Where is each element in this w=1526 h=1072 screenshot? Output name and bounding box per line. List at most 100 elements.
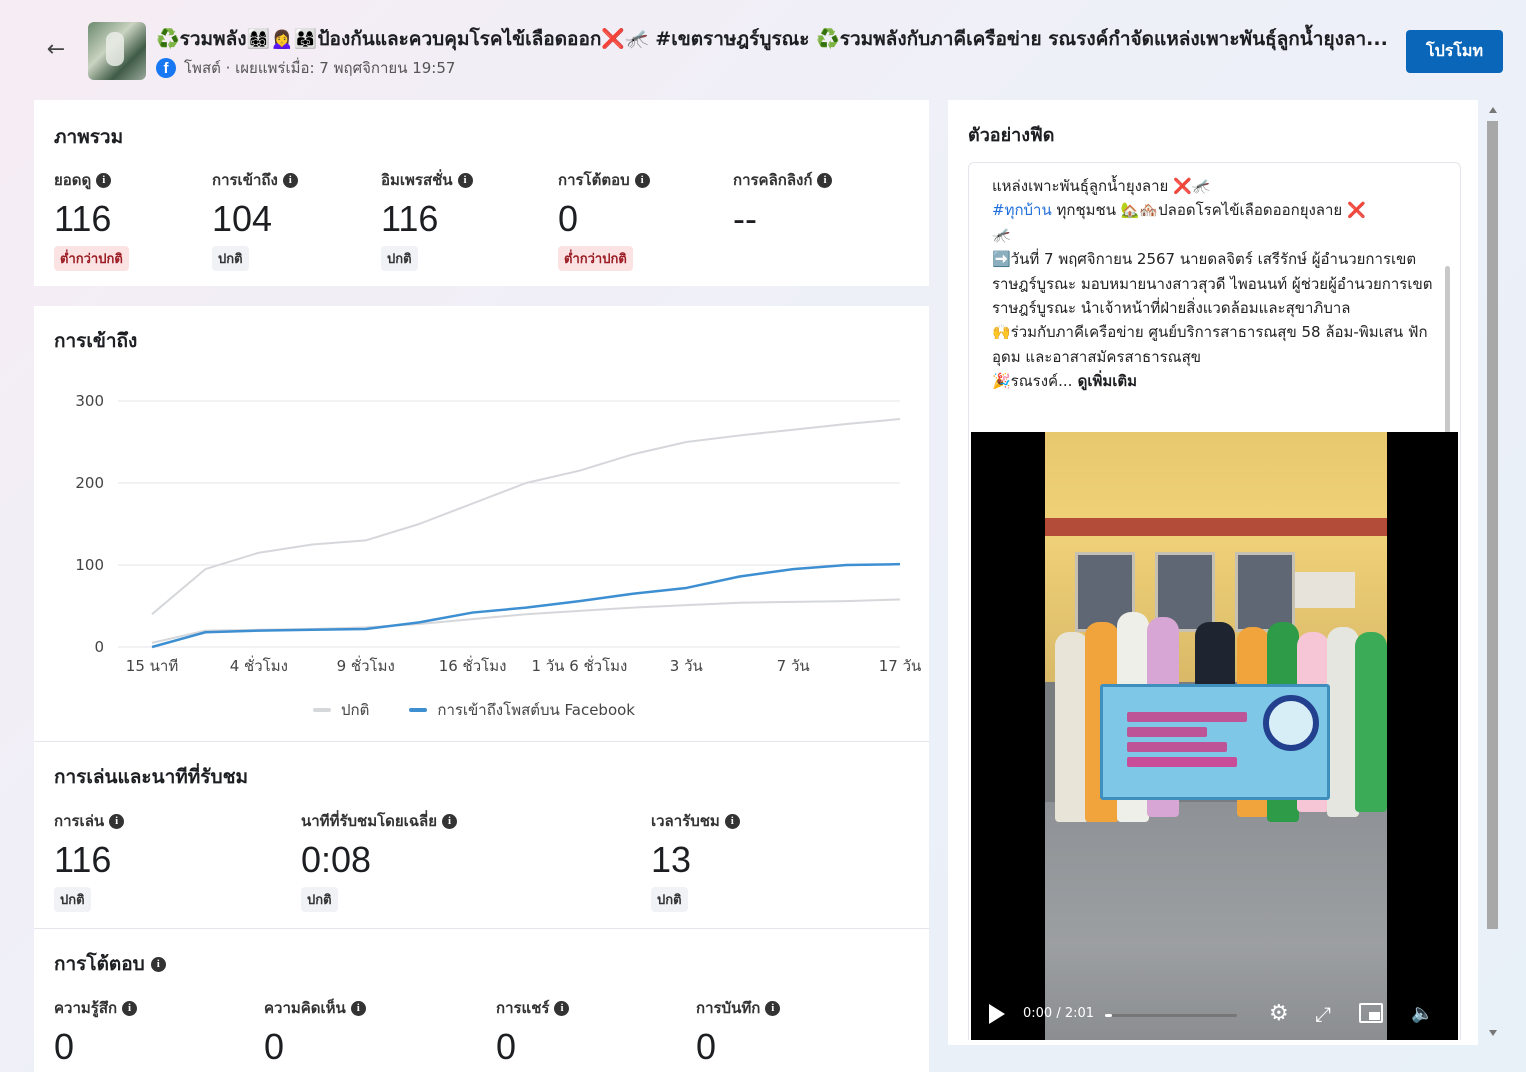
info-icon[interactable]: i [96, 172, 112, 188]
metric-link-clicks: การคลิกลิงก์ i -- [733, 168, 833, 240]
metric-reach: การเข้าถึง i 104 ปกติ [212, 168, 298, 271]
video-controls: 0:00 / 2:01 ⚙ ⤢ 🔈 [971, 992, 1458, 1040]
x-tick-label: 7 วัน [777, 657, 810, 675]
metric-value: -- [733, 198, 757, 239]
mute-icon[interactable]: 🔈 [1411, 1003, 1434, 1024]
chart-legend: ปกติ การเข้าถึงโพสต์บน Facebook [313, 698, 635, 722]
metric-value: 116 [54, 198, 112, 239]
legend-item-facebook-reach[interactable]: การเข้าถึงโพสต์บน Facebook [409, 698, 635, 722]
playback-title: การเล่นและนาทีที่รับชม [54, 766, 248, 788]
info-icon[interactable]: i [150, 956, 166, 972]
series-line-normal [151, 418, 901, 615]
x-tick-label: 16 ชั่วโมง [439, 655, 507, 675]
facebook-icon: f [156, 58, 176, 78]
info-icon[interactable]: i [765, 1000, 781, 1016]
feed-preview-title: ตัวอย่างฟีด [968, 125, 1055, 146]
metric-avg-watch-time: นาทีที่รับชมโดยเฉลี่ย i 0:08 ปกติ [301, 809, 458, 912]
metric-watch-time: เวลารับชม i 13 ปกติ [651, 809, 740, 912]
series-line-facebook-reach [151, 562, 901, 649]
metric-impressions: อิมเพรสชั่น i 116 ปกติ [381, 168, 473, 271]
metric-value: 0 [696, 1026, 717, 1067]
hashtag-link[interactable]: #ทุกบ้าน [992, 201, 1052, 220]
scroll-down-arrow-icon[interactable] [1489, 1030, 1497, 1036]
video-progress-fill [1105, 1014, 1112, 1017]
metric-engagement: การโต้ตอบ i 0 ต่ำกว่าปกติ [558, 168, 650, 271]
feed-paragraph: 🙌ร่วมกับภาคีเครือข่าย ศูนย์บริการสาธารณส… [992, 323, 1428, 366]
x-tick-label: 4 ชั่วโมง [230, 655, 288, 675]
feed-post-frame [968, 162, 1461, 1040]
post-thumbnail [88, 22, 146, 80]
metric-label: การเข้าถึง [212, 171, 278, 189]
metric-label: อิมเพรสชั่น [381, 171, 453, 189]
legend-label: ปกติ [341, 701, 370, 719]
feed-line: #ทุกบ้าน ทุกชุมชน 🏡🏘️ปลอดโรคไข้เลือดออกย… [992, 201, 1366, 220]
reach-title: การเข้าถึง [54, 330, 138, 352]
y-tick-label: 200 [75, 474, 104, 492]
reach-line-chart: 0 100 200 300 15 นาที 4 ชั่วโมง 9 ชั่วโมง 16 ช… [75, 392, 922, 675]
post-meta-text: โพสต์ · เผยแพร่เมื่อ: 7 พฤศจิกายน 19:57 [184, 59, 456, 77]
picture-in-picture-icon[interactable] [1359, 1003, 1383, 1023]
feed-line: 🎉รณรงค์... ดูเพิ่มเติม [992, 372, 1137, 391]
info-icon[interactable]: i [724, 813, 740, 829]
info-icon[interactable]: i [817, 172, 833, 188]
metric-value: 0:08 [301, 839, 372, 880]
y-tick-label: 100 [75, 556, 104, 574]
video-progress-bar[interactable] [1105, 1014, 1237, 1017]
info-icon[interactable]: i [282, 172, 298, 188]
page-scrollbar[interactable] [1485, 104, 1501, 1042]
metric-saves: การบันทึก i 0 [696, 996, 781, 1068]
x-tick-label: 1 วัน 6 ชั่วโมง [531, 655, 627, 675]
see-more-link[interactable]: ดูเพิ่มเติม [1072, 372, 1137, 391]
metric-value: 0 [54, 1026, 75, 1067]
status-badge: ปกติ [651, 887, 688, 912]
y-tick-label: 0 [94, 638, 104, 656]
metric-views: ยอดดู i 116 ต่ำกว่าปกติ [54, 168, 129, 271]
info-icon[interactable]: i [442, 813, 458, 829]
info-icon[interactable]: i [554, 1000, 570, 1016]
metric-label: เวลารับชม [651, 812, 720, 830]
scrollbar-thumb[interactable] [1487, 121, 1498, 929]
play-icon[interactable] [989, 1004, 1005, 1024]
metric-value: 104 [212, 198, 273, 239]
campaign-banner [1100, 684, 1330, 800]
info-icon[interactable]: i [634, 172, 650, 188]
gear-icon[interactable]: ⚙ [1269, 1001, 1289, 1026]
metric-value: 0 [496, 1026, 517, 1067]
metric-label: นาทีที่รับชมโดยเฉลี่ย [301, 812, 438, 830]
feed-line: แหล่งเพาะพันธุ์ลูกน้ำยุงลาย ❌🦟 [992, 177, 1211, 195]
feed-paragraph: ➡️วันที่ 7 พฤศจิกายน 2567 นายดลจิตร์ เสร… [992, 250, 1433, 318]
status-badge: ปกติ [54, 887, 91, 912]
info-icon[interactable]: i [109, 813, 125, 829]
legend-label: การเข้าถึงโพสต์บน Facebook [437, 701, 635, 719]
scroll-up-arrow-icon[interactable] [1489, 107, 1497, 113]
post-header: ← ♻️รวมพลัง👩‍👩‍👧‍👦🙍‍♀️👨‍👩‍👧ป้องกันและควบ… [0, 0, 1526, 95]
legend-swatch [409, 708, 428, 712]
metric-value: 116 [381, 198, 439, 239]
metric-label: การแชร์ [496, 999, 550, 1017]
series-line-normal [151, 598, 901, 644]
feed-line: 🦟 [992, 225, 1011, 244]
video-time: 0:00 / 2:01 [1023, 1006, 1095, 1021]
fullscreen-icon[interactable]: ⤢ [1315, 1002, 1331, 1026]
promote-button[interactable]: โปรโมท [1406, 30, 1503, 73]
metric-reactions: ความรู้สึก i 0 [54, 996, 138, 1068]
status-badge: ต่ำกว่าปกติ [54, 246, 129, 271]
section-divider [34, 928, 929, 929]
legend-item-normal[interactable]: ปกติ [313, 698, 369, 722]
back-arrow-icon[interactable]: ← [46, 37, 66, 62]
post-title: ♻️รวมพลัง👩‍👩‍👧‍👦🙍‍♀️👨‍👩‍👧ป้องกันและควบคุ… [156, 28, 1388, 50]
metric-label: ยอดดู [54, 171, 92, 189]
video-player[interactable]: 0:00 / 2:01 ⚙ ⤢ 🔈 [971, 432, 1458, 1040]
section-divider [34, 741, 929, 742]
info-icon[interactable]: i [350, 1000, 366, 1016]
info-icon[interactable]: i [457, 172, 473, 188]
x-tick-label: 17 วัน [879, 657, 922, 675]
interactions-title: การโต้ตอบ [54, 953, 145, 975]
info-icon[interactable]: i [122, 1000, 138, 1016]
metric-label: การคลิกลิงก์ [733, 171, 813, 189]
insights-card [34, 306, 929, 1072]
post-meta: f โพสต์ · เผยแพร่เมื่อ: 7 พฤศจิกายน 19:5… [156, 56, 455, 80]
metric-label: ความรู้สึก [54, 999, 118, 1017]
feed-post-text: แหล่งเพาะพันธุ์ลูกน้ำยุงลาย ❌🦟 #ทุกบ้าน … [992, 174, 1442, 394]
metric-value: 13 [651, 839, 692, 880]
